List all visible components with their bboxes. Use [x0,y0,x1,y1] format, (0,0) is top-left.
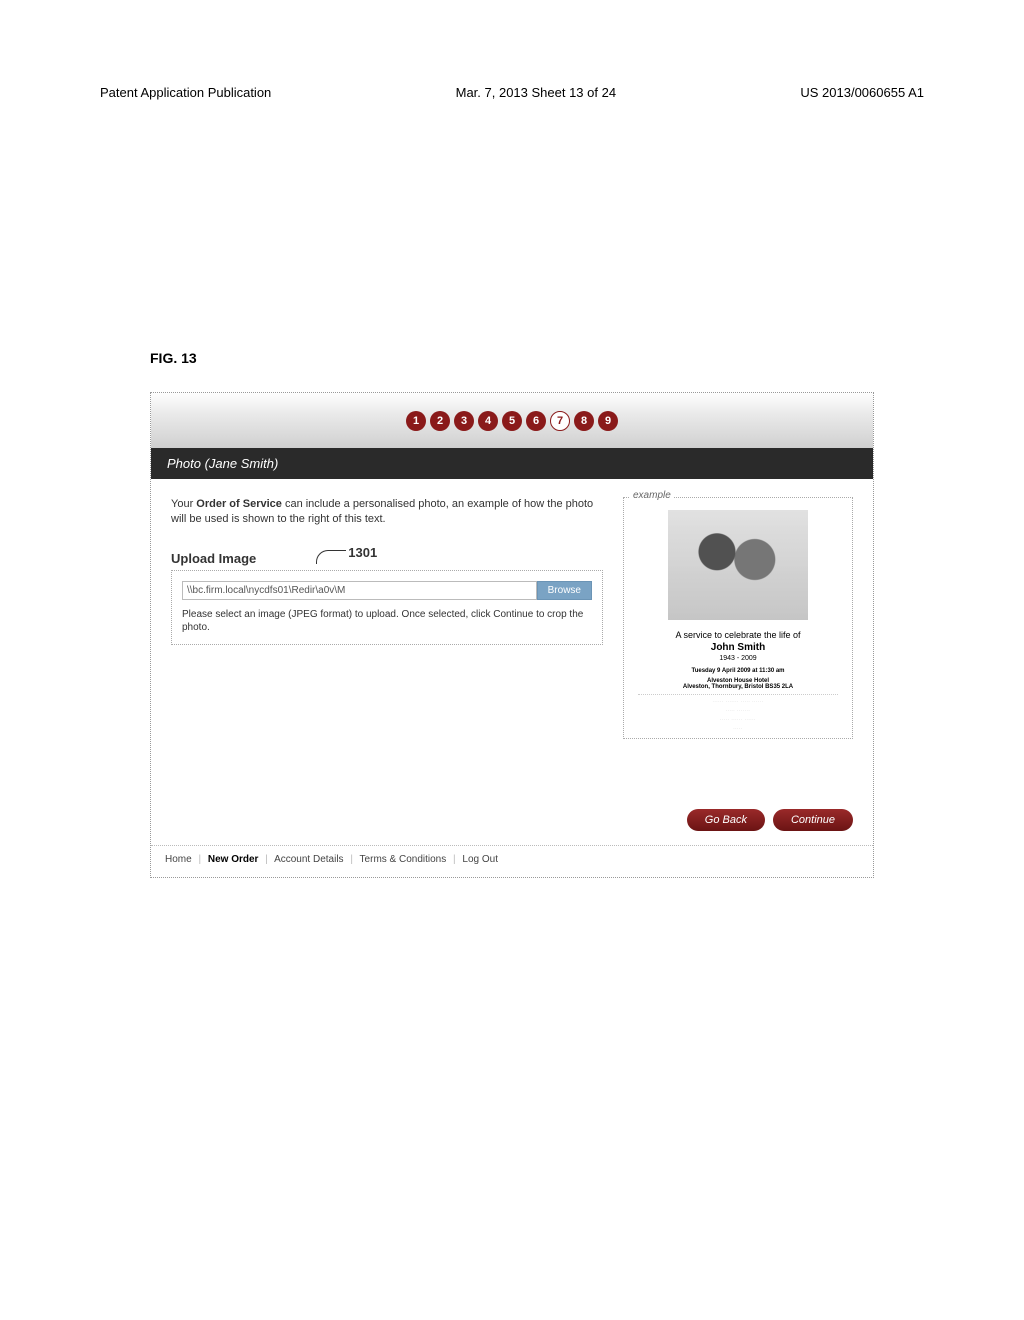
figure-label: FIG. 13 [150,350,197,366]
upload-heading: Upload Image [171,551,256,566]
example-line1: A service to celebrate the life of [630,630,846,640]
footer-home[interactable]: Home [165,854,192,865]
footer-nav: Home | New Order | Account Details | Ter… [151,845,873,877]
section-title: Photo (Jane Smith) [151,448,873,479]
example-venue2: Alveston, Thornbury, Bristol BS35 2LA [630,684,846,690]
header-left: Patent Application Publication [100,85,271,100]
step-6[interactable]: 6 [526,411,546,431]
left-column: Your Order of Service can include a pers… [171,497,603,789]
file-row: Browse [182,581,592,600]
example-legend: example [630,490,674,501]
sep: | [453,854,456,865]
step-4[interactable]: 4 [478,411,498,431]
wizard-body: Your Order of Service can include a pers… [151,479,873,799]
example-photo [668,510,808,620]
faint-line-1: ∙∙∙∙∙∙ ∙∙∙∙∙∙∙ ∙∙∙∙∙ ∙∙∙∙∙∙ [630,699,846,705]
step-3[interactable]: 3 [454,411,474,431]
upload-box: Browse Please select an image (JPEG form… [171,570,603,645]
sep: | [198,854,201,865]
footer-new-order[interactable]: New Order [208,854,259,865]
faint-line-2: ∙∙∙∙∙ ∙∙∙∙∙∙∙ [630,708,846,714]
wizard-frame: 1 2 3 4 5 6 7 8 9 Photo (Jane Smith) You… [150,392,874,878]
step-8[interactable]: 8 [574,411,594,431]
intro-part1: Your [171,498,196,510]
callout-line [316,550,346,564]
step-2[interactable]: 2 [430,411,450,431]
intro-text: Your Order of Service can include a pers… [171,497,603,528]
example-name: John Smith [630,642,846,653]
footer-logout[interactable]: Log Out [462,854,498,865]
reference-number: 1301 [348,545,377,560]
example-years: 1943 - 2009 [630,655,846,662]
step-1[interactable]: 1 [406,411,426,431]
right-column: example A service to celebrate the life … [623,497,853,789]
example-text: A service to celebrate the life of John … [630,630,846,732]
continue-button[interactable]: Continue [773,809,853,831]
faint-line-3: ∙∙∙∙∙ ∙∙∙∙∙∙ ∙∙∙∙∙∙ [630,717,846,723]
example-frame: example A service to celebrate the life … [623,497,853,739]
footer-terms[interactable]: Terms & Conditions [360,854,447,865]
upload-hint: Please select an image (JPEG format) to … [182,608,592,634]
browse-button[interactable]: Browse [537,581,592,600]
go-back-button[interactable]: Go Back [687,809,765,831]
step-5[interactable]: 5 [502,411,522,431]
sep: | [350,854,353,865]
intro-bold: Order of Service [196,498,282,510]
file-path-input[interactable] [182,581,537,600]
header-right: US 2013/0060655 A1 [800,85,924,100]
button-row: Go Back Continue [151,799,873,845]
step-7[interactable]: 7 [550,411,570,431]
divider [638,694,838,695]
sep: | [265,854,268,865]
reference-callout: 1301 [316,542,377,564]
header-center: Mar. 7, 2013 Sheet 13 of 24 [456,85,616,100]
step-9[interactable]: 9 [598,411,618,431]
faint-line-4: ∙∙∙∙∙ [630,726,846,732]
footer-account[interactable]: Account Details [274,854,343,865]
doc-header: Patent Application Publication Mar. 7, 2… [100,85,924,100]
example-date: Tuesday 9 April 2009 at 11:30 am [630,668,846,674]
step-indicator: 1 2 3 4 5 6 7 8 9 [151,393,873,448]
page: Patent Application Publication Mar. 7, 2… [0,0,1024,1320]
